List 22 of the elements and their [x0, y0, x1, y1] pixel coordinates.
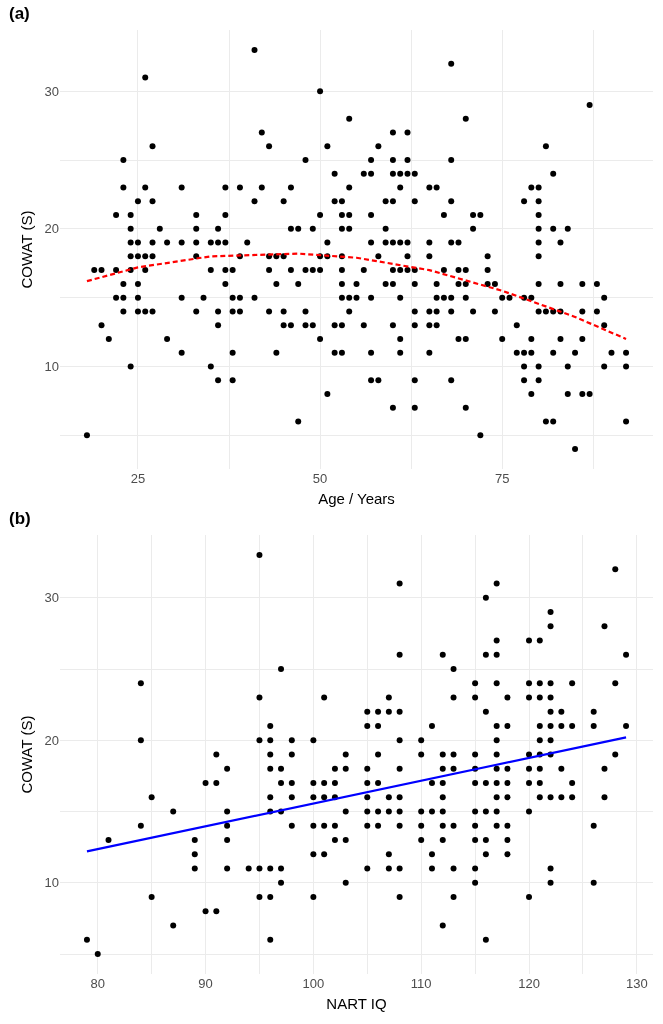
x-tick-label: 75 [494, 470, 510, 486]
chart-title: (a) [9, 4, 30, 23]
y-tick-label: 20 [44, 732, 59, 748]
y-axis-title: COWAT (S) [17, 210, 35, 289]
x-tick-label: 50 [312, 470, 328, 486]
y-tick-label: 30 [44, 590, 59, 606]
line-series [85, 252, 628, 341]
y-tick-label: 10 [44, 358, 59, 374]
y-tick-label: 10 [44, 875, 59, 891]
y-tick-label: 20 [44, 221, 59, 237]
x-axis-title: Age / Years [318, 489, 395, 507]
x-tick-label: 110 [410, 976, 432, 991]
x-tick-label: 130 [625, 976, 648, 991]
x-tick-label: 25 [130, 470, 146, 486]
x-tick-label: 90 [198, 976, 213, 991]
chart-title: (b) [9, 509, 31, 528]
x-axis-title: NART IQ [326, 995, 387, 1012]
x-tick-label: 100 [302, 976, 325, 991]
x-tick-label: 120 [518, 976, 540, 991]
y-axis-title: COWAT (S) [17, 715, 35, 794]
x-tick-label: 80 [90, 976, 105, 991]
y-tick-label: 30 [44, 83, 59, 99]
